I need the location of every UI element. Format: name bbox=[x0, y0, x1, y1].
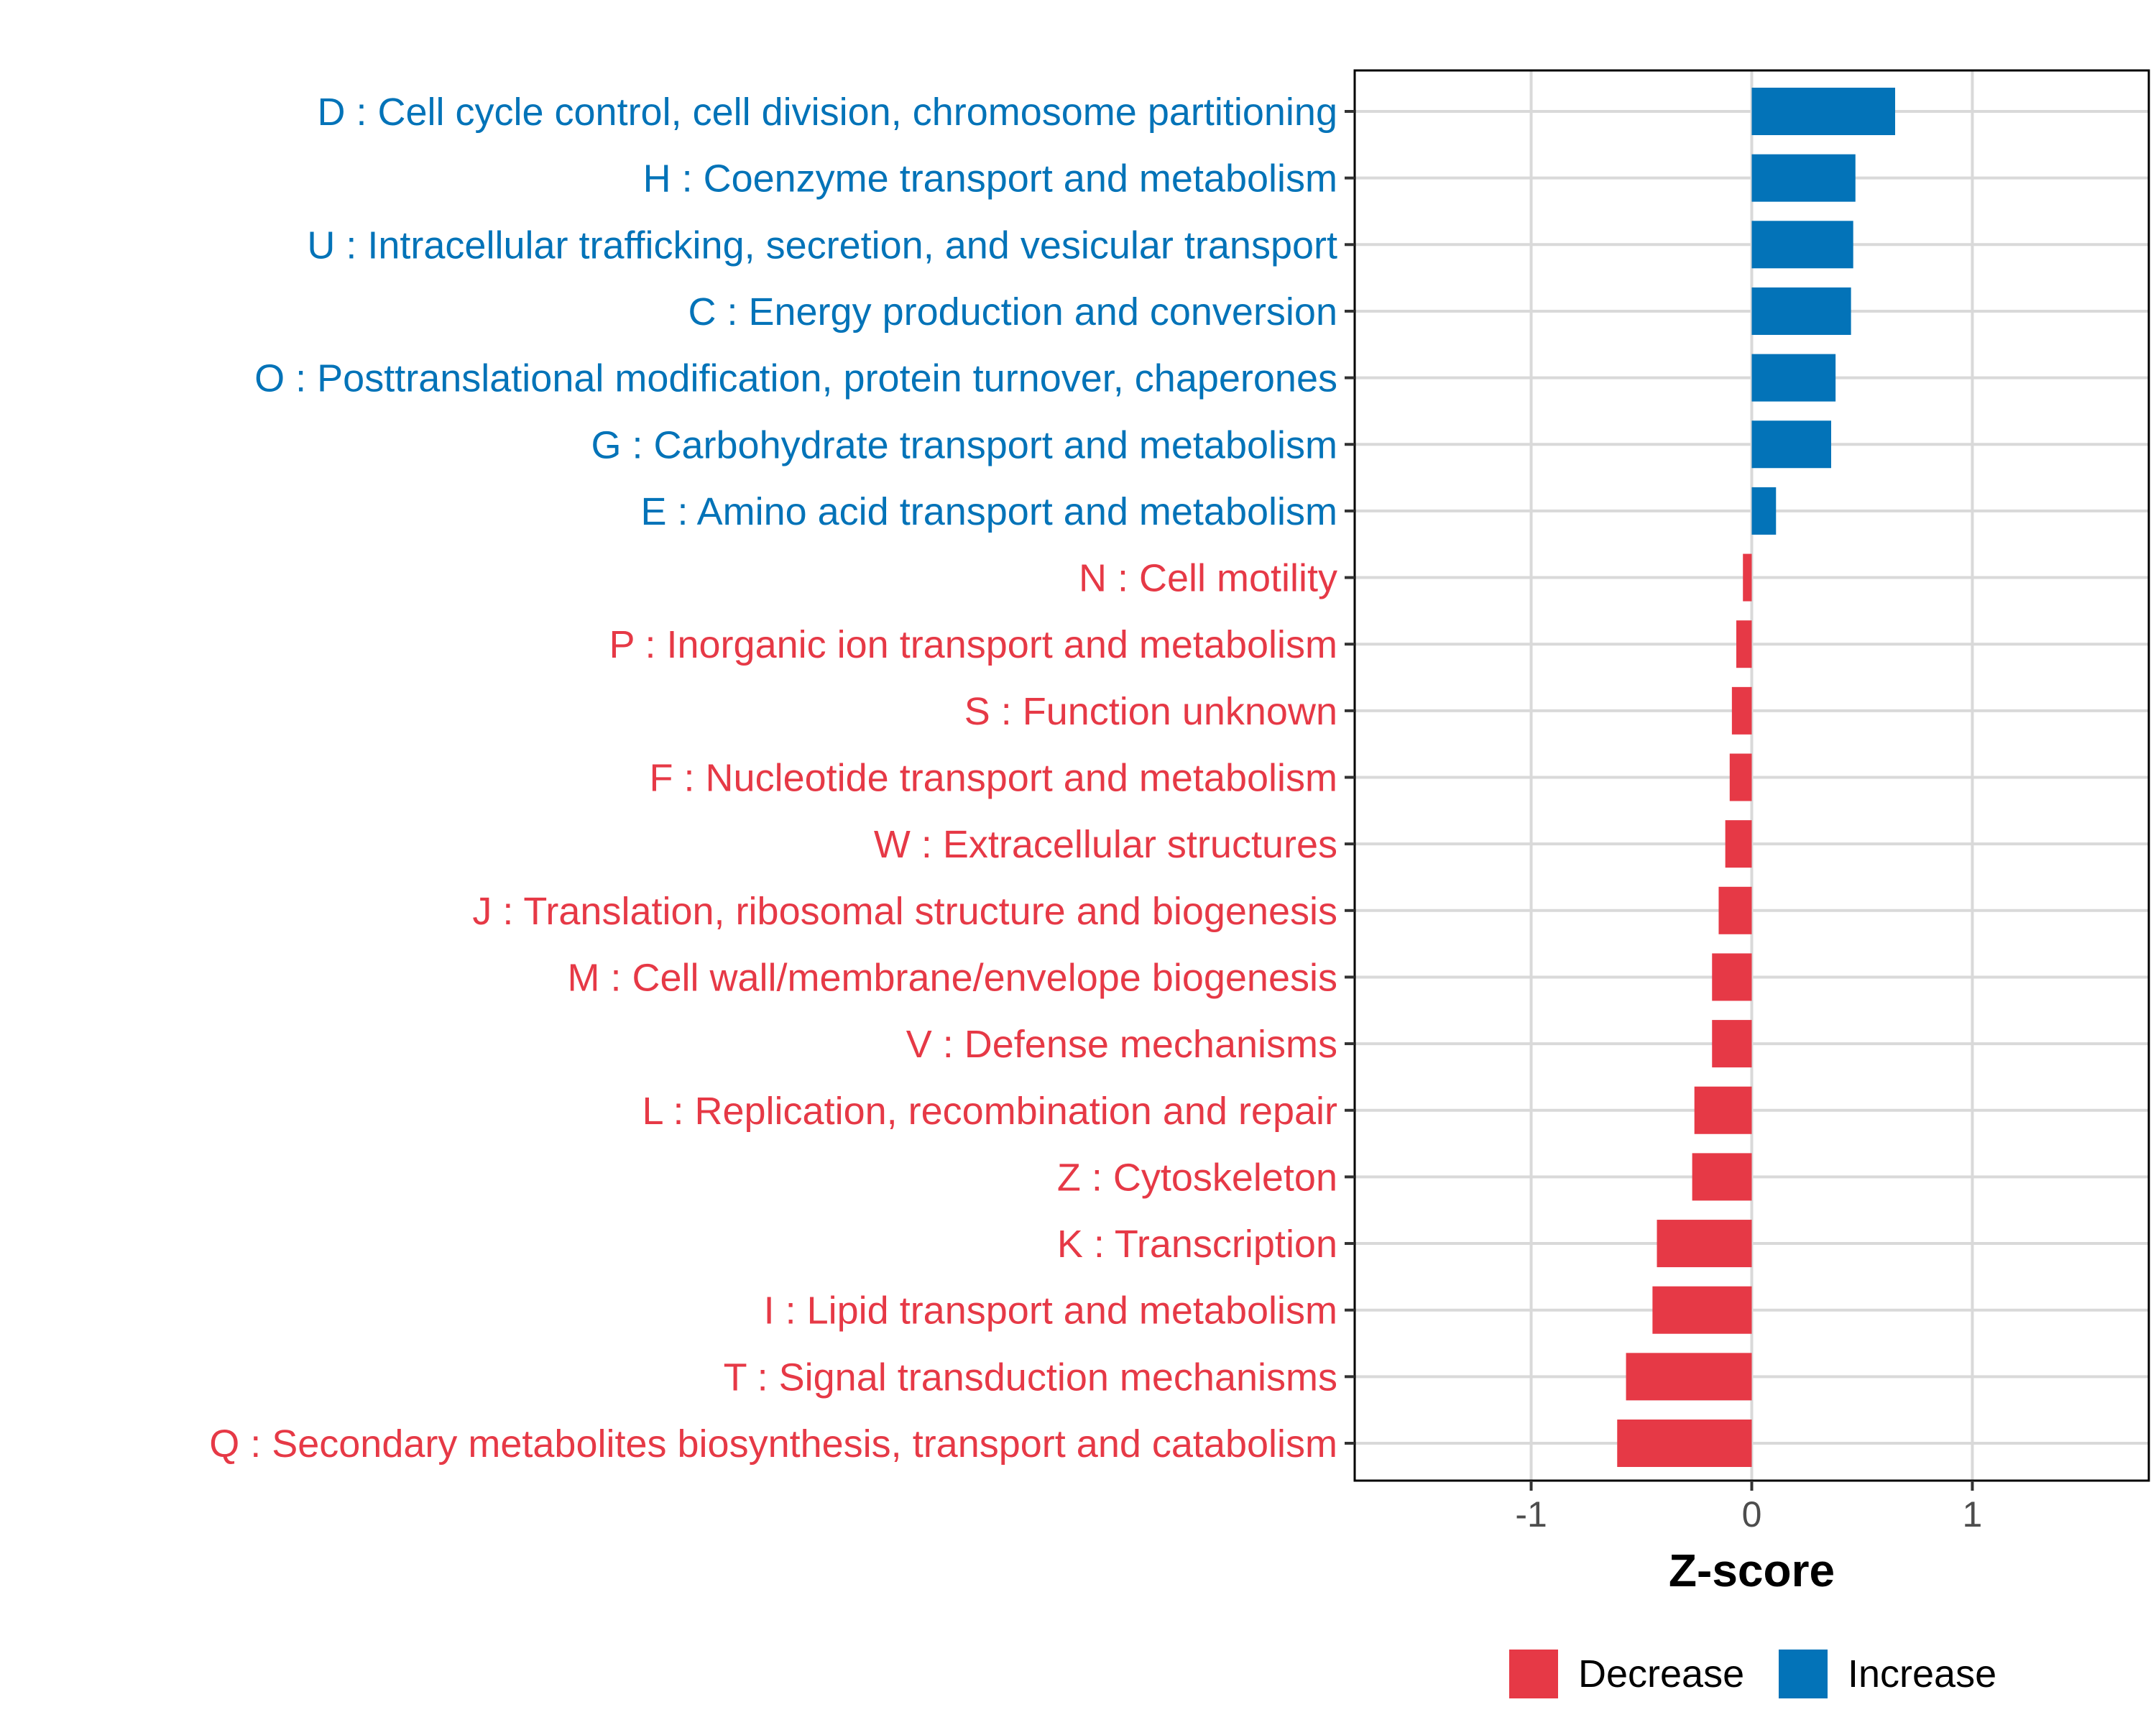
category-label: Q : Secondary metabolites biosynthesis, … bbox=[209, 1422, 1337, 1466]
category-label: U : Intracellular trafficking, secretion… bbox=[307, 224, 1337, 267]
bar-increase bbox=[1751, 487, 1777, 535]
bar-decrease bbox=[1729, 753, 1752, 801]
category-label: O : Posttranslational modification, prot… bbox=[254, 357, 1337, 400]
category-label: F : Nucleotide transport and metabolism bbox=[650, 757, 1337, 800]
category-label: H : Coenzyme transport and metabolism bbox=[643, 157, 1337, 201]
y-axis-ticks bbox=[1345, 110, 1355, 1445]
bar-increase bbox=[1751, 287, 1851, 335]
bar-decrease bbox=[1617, 1420, 1752, 1467]
category-label: V : Defense mechanisms bbox=[906, 1023, 1337, 1066]
x-axis-title: Z-score bbox=[1669, 1545, 1835, 1596]
bar-decrease bbox=[1692, 1153, 1752, 1201]
category-label: D : Cell cycle control, cell division, c… bbox=[317, 91, 1337, 134]
bar-decrease bbox=[1626, 1353, 1752, 1401]
category-label: Z : Cytoskeleton bbox=[1057, 1156, 1337, 1199]
category-label: E : Amino acid transport and metabolism bbox=[641, 490, 1337, 533]
bar-increase bbox=[1751, 154, 1856, 202]
bar-decrease bbox=[1712, 1020, 1752, 1068]
x-tick-label: 1 bbox=[1963, 1494, 1983, 1535]
category-label: M : Cell wall/membrane/envelope biogenes… bbox=[567, 956, 1337, 999]
category-label: L : Replication, recombination and repai… bbox=[642, 1090, 1337, 1133]
x-axis-ticks: -1 0 1 bbox=[1515, 1481, 1982, 1535]
category-label: W : Extracellular structures bbox=[874, 823, 1337, 866]
bar-increase bbox=[1751, 354, 1836, 402]
category-label: S : Function unknown bbox=[964, 690, 1337, 733]
category-label: J : Translation, ribosomal structure and… bbox=[472, 890, 1337, 933]
legend-label-decrease: Decrease bbox=[1578, 1652, 1744, 1696]
legend-label-increase: Increase bbox=[1848, 1652, 1996, 1696]
category-label: N : Cell motility bbox=[1079, 557, 1337, 600]
category-label: P : Inorganic ion transport and metaboli… bbox=[609, 623, 1337, 666]
bar-decrease bbox=[1694, 1086, 1752, 1134]
y-axis-labels: D : Cell cycle control, cell division, c… bbox=[209, 91, 1337, 1466]
bar-decrease bbox=[1743, 553, 1752, 602]
category-label: T : Signal transduction mechanisms bbox=[724, 1356, 1337, 1399]
bar-decrease bbox=[1736, 620, 1752, 668]
legend: Decrease Increase bbox=[1509, 1650, 1996, 1698]
category-label: G : Carbohydrate transport and metabolis… bbox=[591, 423, 1338, 466]
bar-increase bbox=[1751, 88, 1896, 135]
bar-decrease bbox=[1712, 953, 1752, 1001]
bar-decrease bbox=[1652, 1286, 1752, 1334]
legend-key-decrease bbox=[1509, 1650, 1558, 1698]
bar-decrease bbox=[1731, 686, 1752, 735]
bar-decrease bbox=[1657, 1220, 1752, 1268]
x-tick-label: -1 bbox=[1515, 1494, 1547, 1535]
bar-increase bbox=[1751, 420, 1831, 469]
bar-decrease bbox=[1725, 820, 1752, 868]
category-label: I : Lipid transport and metabolism bbox=[764, 1289, 1337, 1333]
x-tick-label: 0 bbox=[1742, 1494, 1762, 1535]
bars bbox=[1617, 88, 1896, 1467]
category-label: K : Transcription bbox=[1057, 1223, 1337, 1266]
bar-decrease bbox=[1718, 886, 1752, 934]
bar-increase bbox=[1751, 221, 1853, 269]
category-label: C : Energy production and conversion bbox=[688, 290, 1337, 334]
legend-key-increase bbox=[1779, 1650, 1828, 1698]
